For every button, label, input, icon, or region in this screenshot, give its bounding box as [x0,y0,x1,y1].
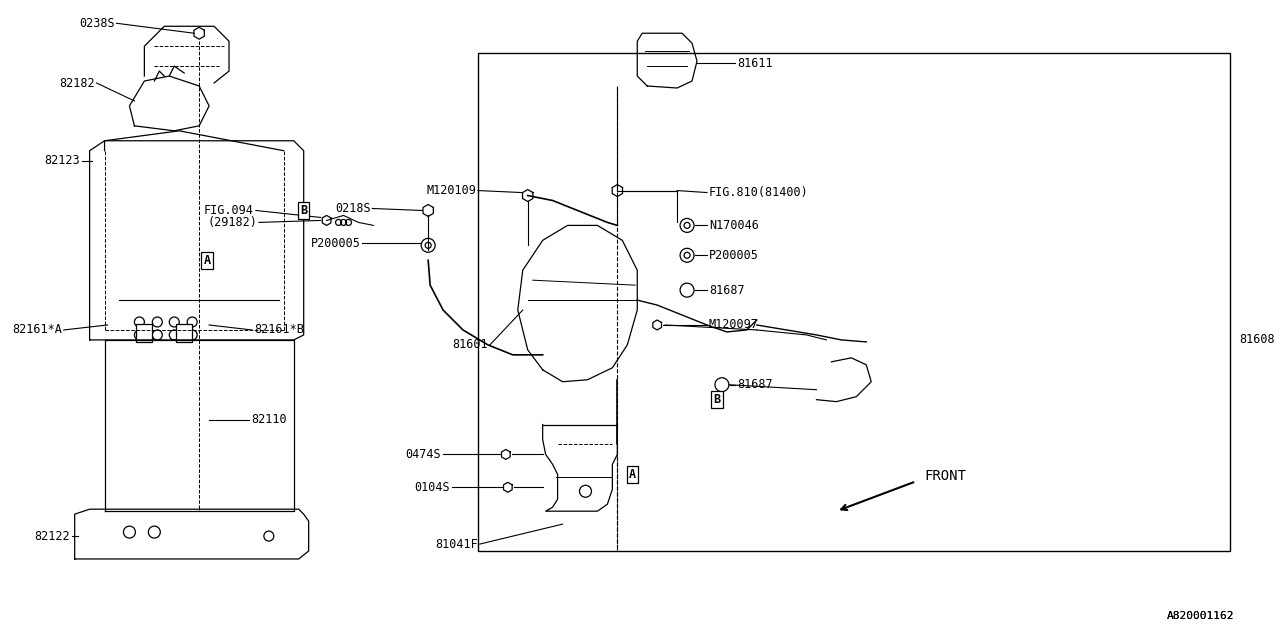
Text: A: A [628,468,636,481]
Text: 82182: 82182 [59,77,95,90]
Text: 81687: 81687 [709,284,745,296]
Text: P200005: P200005 [709,249,759,262]
Text: A820001162: A820001162 [1167,611,1235,621]
Text: 81608: 81608 [1239,333,1275,346]
Text: 81687: 81687 [737,378,772,391]
Bar [477,53,1230,551]
Text: B: B [713,393,721,406]
Text: FIG.810(81400): FIG.810(81400) [709,186,809,199]
Text: 81041F: 81041F [435,538,477,550]
Text: N170046: N170046 [709,219,759,232]
Text: 82161*B: 82161*B [253,323,303,337]
Text: P200005: P200005 [311,237,361,250]
Text: M120109: M120109 [426,184,476,197]
Text: 0218S: 0218S [335,202,370,215]
Text: 0104S: 0104S [415,481,451,494]
Text: 82161*A: 82161*A [12,323,61,337]
Text: A820001162: A820001162 [1167,611,1235,621]
Text: B: B [300,204,307,217]
Text: 0238S: 0238S [79,17,114,30]
Text: 82110: 82110 [251,413,287,426]
Text: (29182): (29182) [207,216,257,229]
Text: A: A [204,253,211,267]
Text: M120097: M120097 [709,319,759,332]
Text: 82123: 82123 [44,154,79,167]
Bar [177,324,192,342]
Text: 0474S: 0474S [406,448,442,461]
Text: 81611: 81611 [737,56,772,70]
Text: FIG.094: FIG.094 [204,204,253,217]
Bar [137,324,152,342]
Text: 81601: 81601 [452,339,488,351]
Text: 82122: 82122 [35,529,69,543]
Text: FRONT: FRONT [924,469,966,483]
